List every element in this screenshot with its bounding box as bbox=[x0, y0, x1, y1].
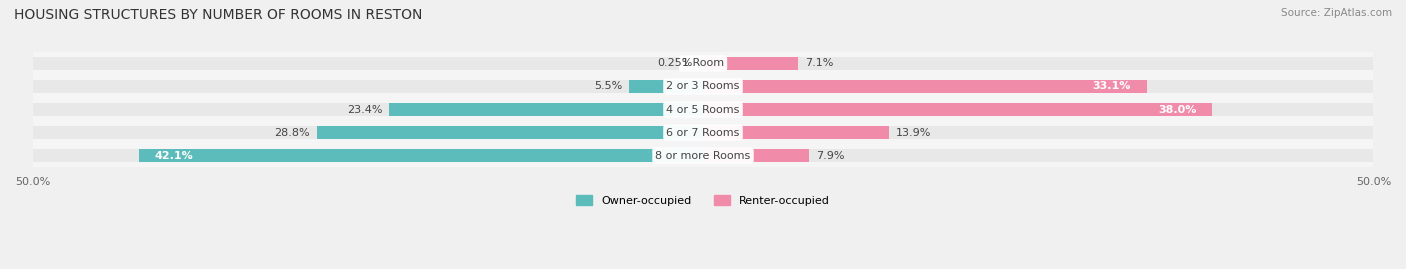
Legend: Owner-occupied, Renter-occupied: Owner-occupied, Renter-occupied bbox=[576, 195, 830, 206]
Text: HOUSING STRUCTURES BY NUMBER OF ROOMS IN RESTON: HOUSING STRUCTURES BY NUMBER OF ROOMS IN… bbox=[14, 8, 422, 22]
Bar bbox=[703, 57, 799, 70]
Bar bbox=[32, 75, 1374, 98]
Text: Source: ZipAtlas.com: Source: ZipAtlas.com bbox=[1281, 8, 1392, 18]
Bar bbox=[703, 149, 808, 162]
Bar bbox=[703, 149, 1374, 162]
Bar bbox=[32, 144, 1374, 167]
Bar bbox=[703, 103, 1212, 116]
Bar bbox=[703, 80, 1374, 93]
Text: 7.1%: 7.1% bbox=[804, 58, 834, 68]
Bar bbox=[630, 80, 703, 93]
Text: 42.1%: 42.1% bbox=[155, 151, 194, 161]
Text: 5.5%: 5.5% bbox=[595, 82, 623, 91]
Text: 7.9%: 7.9% bbox=[815, 151, 844, 161]
Text: 23.4%: 23.4% bbox=[347, 105, 382, 115]
Bar bbox=[703, 103, 1374, 116]
Text: 4 or 5 Rooms: 4 or 5 Rooms bbox=[666, 105, 740, 115]
Bar bbox=[32, 126, 703, 139]
Text: 38.0%: 38.0% bbox=[1159, 105, 1197, 115]
Bar bbox=[139, 149, 703, 162]
Bar bbox=[703, 80, 1147, 93]
Bar bbox=[703, 57, 1374, 70]
Bar bbox=[316, 126, 703, 139]
Bar bbox=[32, 57, 703, 70]
Bar bbox=[389, 103, 703, 116]
Bar bbox=[703, 126, 1374, 139]
Text: 2 or 3 Rooms: 2 or 3 Rooms bbox=[666, 82, 740, 91]
Bar bbox=[32, 121, 1374, 144]
Text: 33.1%: 33.1% bbox=[1092, 82, 1130, 91]
Text: 1 Room: 1 Room bbox=[682, 58, 724, 68]
Bar bbox=[32, 52, 1374, 75]
Bar bbox=[32, 80, 703, 93]
Bar bbox=[32, 103, 703, 116]
Text: 8 or more Rooms: 8 or more Rooms bbox=[655, 151, 751, 161]
Bar bbox=[703, 126, 890, 139]
Text: 13.9%: 13.9% bbox=[896, 128, 931, 137]
Bar bbox=[32, 98, 1374, 121]
Bar bbox=[32, 149, 703, 162]
Bar bbox=[700, 57, 703, 70]
Text: 6 or 7 Rooms: 6 or 7 Rooms bbox=[666, 128, 740, 137]
Text: 0.25%: 0.25% bbox=[658, 58, 693, 68]
Text: 28.8%: 28.8% bbox=[274, 128, 311, 137]
